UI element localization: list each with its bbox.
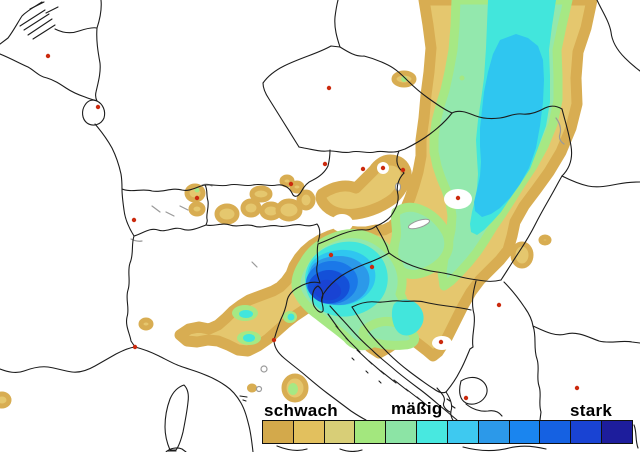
city-dot [288, 181, 294, 187]
precip-turquoise-finger [391, 299, 424, 336]
city-markers [45, 53, 580, 401]
city-dot [369, 264, 375, 270]
legend-swatch [509, 421, 541, 443]
city-dot [95, 104, 101, 110]
legend-swatch [386, 421, 418, 443]
city-dot [360, 166, 366, 172]
legend-swatch [447, 421, 479, 443]
city-dot [380, 165, 386, 171]
lakes-and-rivers [130, 117, 565, 393]
city-dot [132, 344, 138, 350]
legend-swatch [417, 421, 448, 443]
precip-strong-4 [313, 279, 342, 301]
precip-light-bridge [389, 202, 454, 279]
legend-label-strong: stark [570, 401, 613, 420]
legend-swatch [602, 421, 632, 443]
legend-swatch [478, 421, 510, 443]
city-dot [45, 53, 51, 59]
legend-swatch [324, 421, 356, 443]
city-dot [326, 85, 332, 91]
city-dot [574, 385, 580, 391]
city-dot [455, 195, 461, 201]
precipitation-contours [0, 0, 598, 409]
legend-swatch [571, 421, 603, 443]
legend-swatch [540, 421, 572, 443]
city-dot [131, 217, 137, 223]
legend-label-weak: schwach [264, 401, 338, 420]
city-dot [271, 337, 277, 343]
legend-swatch [293, 421, 325, 443]
legend-color-scale [262, 420, 633, 444]
city-dot [322, 161, 328, 167]
city-dot [438, 339, 444, 345]
legend-label-moderate: mäßig [391, 399, 443, 418]
precip-turquoise-cores [239, 310, 295, 342]
city-dot [400, 167, 406, 173]
city-dot [194, 195, 200, 201]
city-dot [328, 252, 334, 258]
legend-swatch [355, 421, 387, 443]
precip-cyan-band-core [474, 34, 544, 217]
city-dot [463, 395, 469, 401]
precip-hole-graz [331, 214, 353, 232]
legend-swatch [263, 421, 294, 443]
city-dot [496, 302, 502, 308]
